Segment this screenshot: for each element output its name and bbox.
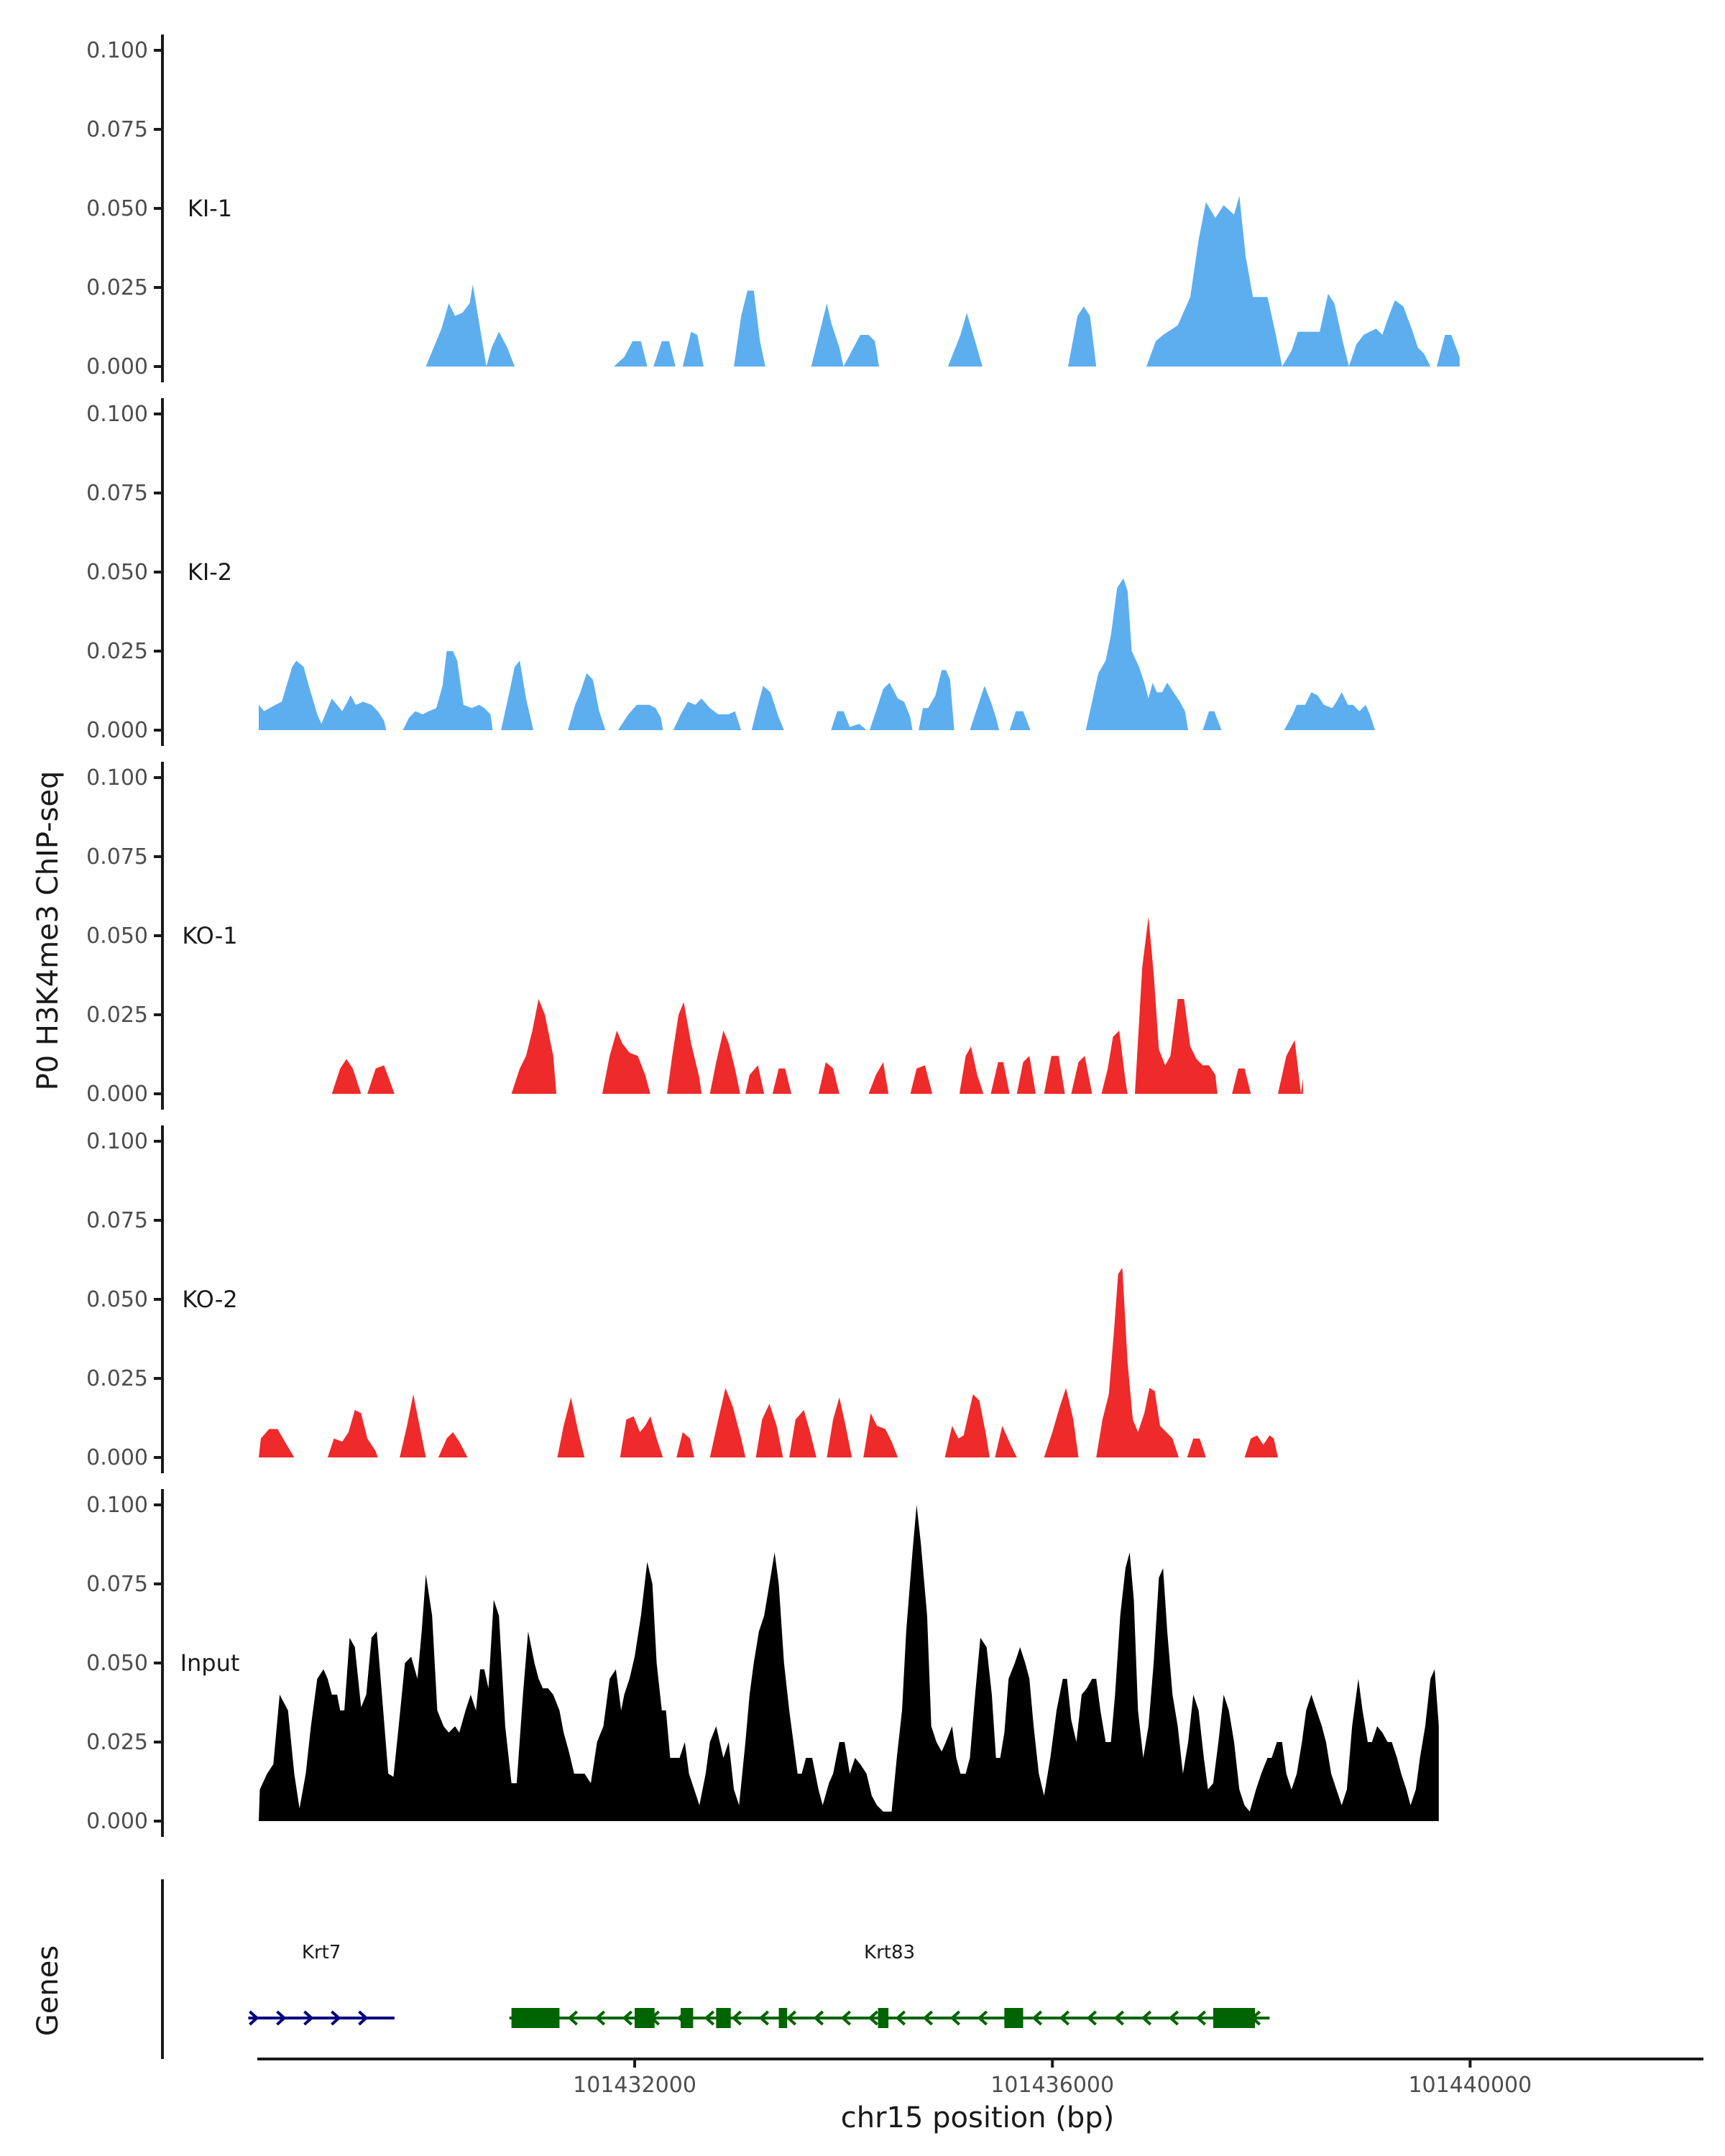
- y-tick-label: 0.075: [86, 117, 148, 142]
- y-tick-label: 0.000: [86, 354, 148, 379]
- strand-chevron: [303, 2010, 314, 2026]
- strand-chevron: [786, 2010, 797, 2026]
- y-tick-label: 0.025: [86, 275, 148, 300]
- strand-chevron: [840, 2010, 852, 2026]
- track-ki-2: 0.000 0.025 0.050 0.075 0.100 KI-2: [86, 398, 1376, 746]
- gene-krt7: Krt7: [248, 1942, 395, 2026]
- track-ki-1: 0.000 0.025 0.050 0.075 0.100 KI-1: [86, 34, 1460, 382]
- y-tick-label: 0.050: [86, 1651, 148, 1676]
- track-ko-1: 0.000 0.025 0.050 0.075 0.100 KO-1: [86, 762, 1303, 1110]
- y-tick-label: 0.050: [86, 1287, 148, 1312]
- y-tick-label: 0.100: [86, 402, 148, 427]
- x-axis-title: chr15 position (bp): [841, 2101, 1115, 2134]
- y-tick-label: 0.075: [86, 1208, 148, 1233]
- y-tick-label: 0.100: [86, 38, 148, 63]
- strand-chevron: [1086, 2010, 1098, 2026]
- exon-block: [680, 2008, 694, 2028]
- strand-chevron: [813, 2010, 824, 2026]
- strand-chevron: [1113, 2010, 1125, 2026]
- y-tick-label: 0.025: [86, 1730, 148, 1755]
- y-tick-label: 0.100: [86, 765, 148, 791]
- y-tick-label: 0.050: [86, 923, 148, 949]
- strand-chevron: [1059, 2010, 1070, 2026]
- strand-chevron: [331, 2010, 341, 2026]
- tracks-group: 0.0000.0250.0500.0750.100KI-10.0000.0250…: [86, 34, 1460, 1837]
- strand-chevron: [731, 2010, 742, 2026]
- x-tick-label: 101432000: [573, 2073, 696, 2098]
- strand-chevron: [622, 2010, 633, 2026]
- strand-chevron: [1031, 2010, 1043, 2026]
- y-tick-label: 0.000: [86, 1082, 148, 1107]
- y-tick-label: 0.000: [86, 1445, 148, 1470]
- exon-block: [511, 2008, 560, 2028]
- y-tick-label: 0.000: [86, 1809, 148, 1834]
- strand-chevron: [758, 2010, 770, 2026]
- exon-block: [1004, 2008, 1024, 2028]
- y-axis-title: P0 H3K4me3 ChIP-seq: [32, 771, 65, 1091]
- strand-chevron: [358, 2010, 369, 2026]
- track-ko-2: 0.000 0.025 0.050 0.075 0.100 KO-2: [86, 1125, 1278, 1473]
- signal-area-ko-1: [331, 916, 1303, 1094]
- y-tick-label: 0.050: [86, 560, 148, 585]
- y-tick-label: 0.025: [86, 1366, 148, 1391]
- strand-chevron: [977, 2010, 988, 2026]
- gene-label: Krt7: [302, 1942, 341, 1963]
- exon-block: [878, 2008, 889, 2028]
- strand-chevron: [922, 2010, 934, 2026]
- y-tick-label: 0.075: [86, 1572, 148, 1597]
- x-tick-label: 101440000: [1408, 2073, 1532, 2098]
- y-tick-label: 0.000: [86, 718, 148, 743]
- exon-block: [778, 2008, 788, 2028]
- strand-chevron: [895, 2010, 906, 2026]
- signal-area-input: [259, 1505, 1439, 1821]
- exon-block: [635, 2008, 655, 2028]
- strand-chevron: [1168, 2010, 1179, 2026]
- track-label: KI-2: [188, 558, 232, 586]
- signal-area-ki-1: [426, 195, 1460, 367]
- gene-label: Krt83: [864, 1942, 915, 1963]
- strand-chevron: [704, 2010, 715, 2026]
- y-tick-label: 0.025: [86, 1003, 148, 1028]
- track-input: 0.000 0.025 0.050 0.075 0.100 Input: [86, 1489, 1439, 1837]
- y-tick-label: 0.025: [86, 639, 148, 664]
- y-tick-label: 0.075: [86, 844, 148, 870]
- strand-chevron: [1195, 2010, 1207, 2026]
- y-tick-label: 0.075: [86, 481, 148, 506]
- signal-area-ko-2: [259, 1268, 1278, 1457]
- strand-chevron: [249, 2010, 259, 2026]
- exon-block: [1213, 2008, 1256, 2028]
- track-label: KI-1: [188, 195, 232, 222]
- genes-track-label: Genes: [32, 1945, 65, 2036]
- signal-area-ki-2: [259, 578, 1376, 730]
- gene-krt83: Krt83: [509, 1942, 1270, 2028]
- y-tick-label: 0.050: [86, 196, 148, 221]
- track-label: Input: [180, 1649, 240, 1677]
- genes-track: Genes Krt7 Krt83: [32, 1879, 1270, 2059]
- strand-chevron: [567, 2010, 579, 2026]
- track-label: KO-2: [182, 1286, 237, 1313]
- strand-chevron: [276, 2010, 287, 2026]
- exon-block: [716, 2008, 731, 2028]
- strand-chevron: [868, 2010, 879, 2026]
- y-tick-label: 0.100: [86, 1129, 148, 1154]
- x-tick-label: 101436000: [990, 2073, 1114, 2098]
- strand-chevron: [594, 2010, 606, 2026]
- strand-chevron: [949, 2010, 961, 2026]
- track-label: KO-1: [182, 922, 237, 949]
- y-tick-label: 0.100: [86, 1493, 148, 1518]
- x-axis: 101432000 101436000 101440000: [257, 2058, 1703, 2098]
- strand-chevron: [1141, 2010, 1152, 2026]
